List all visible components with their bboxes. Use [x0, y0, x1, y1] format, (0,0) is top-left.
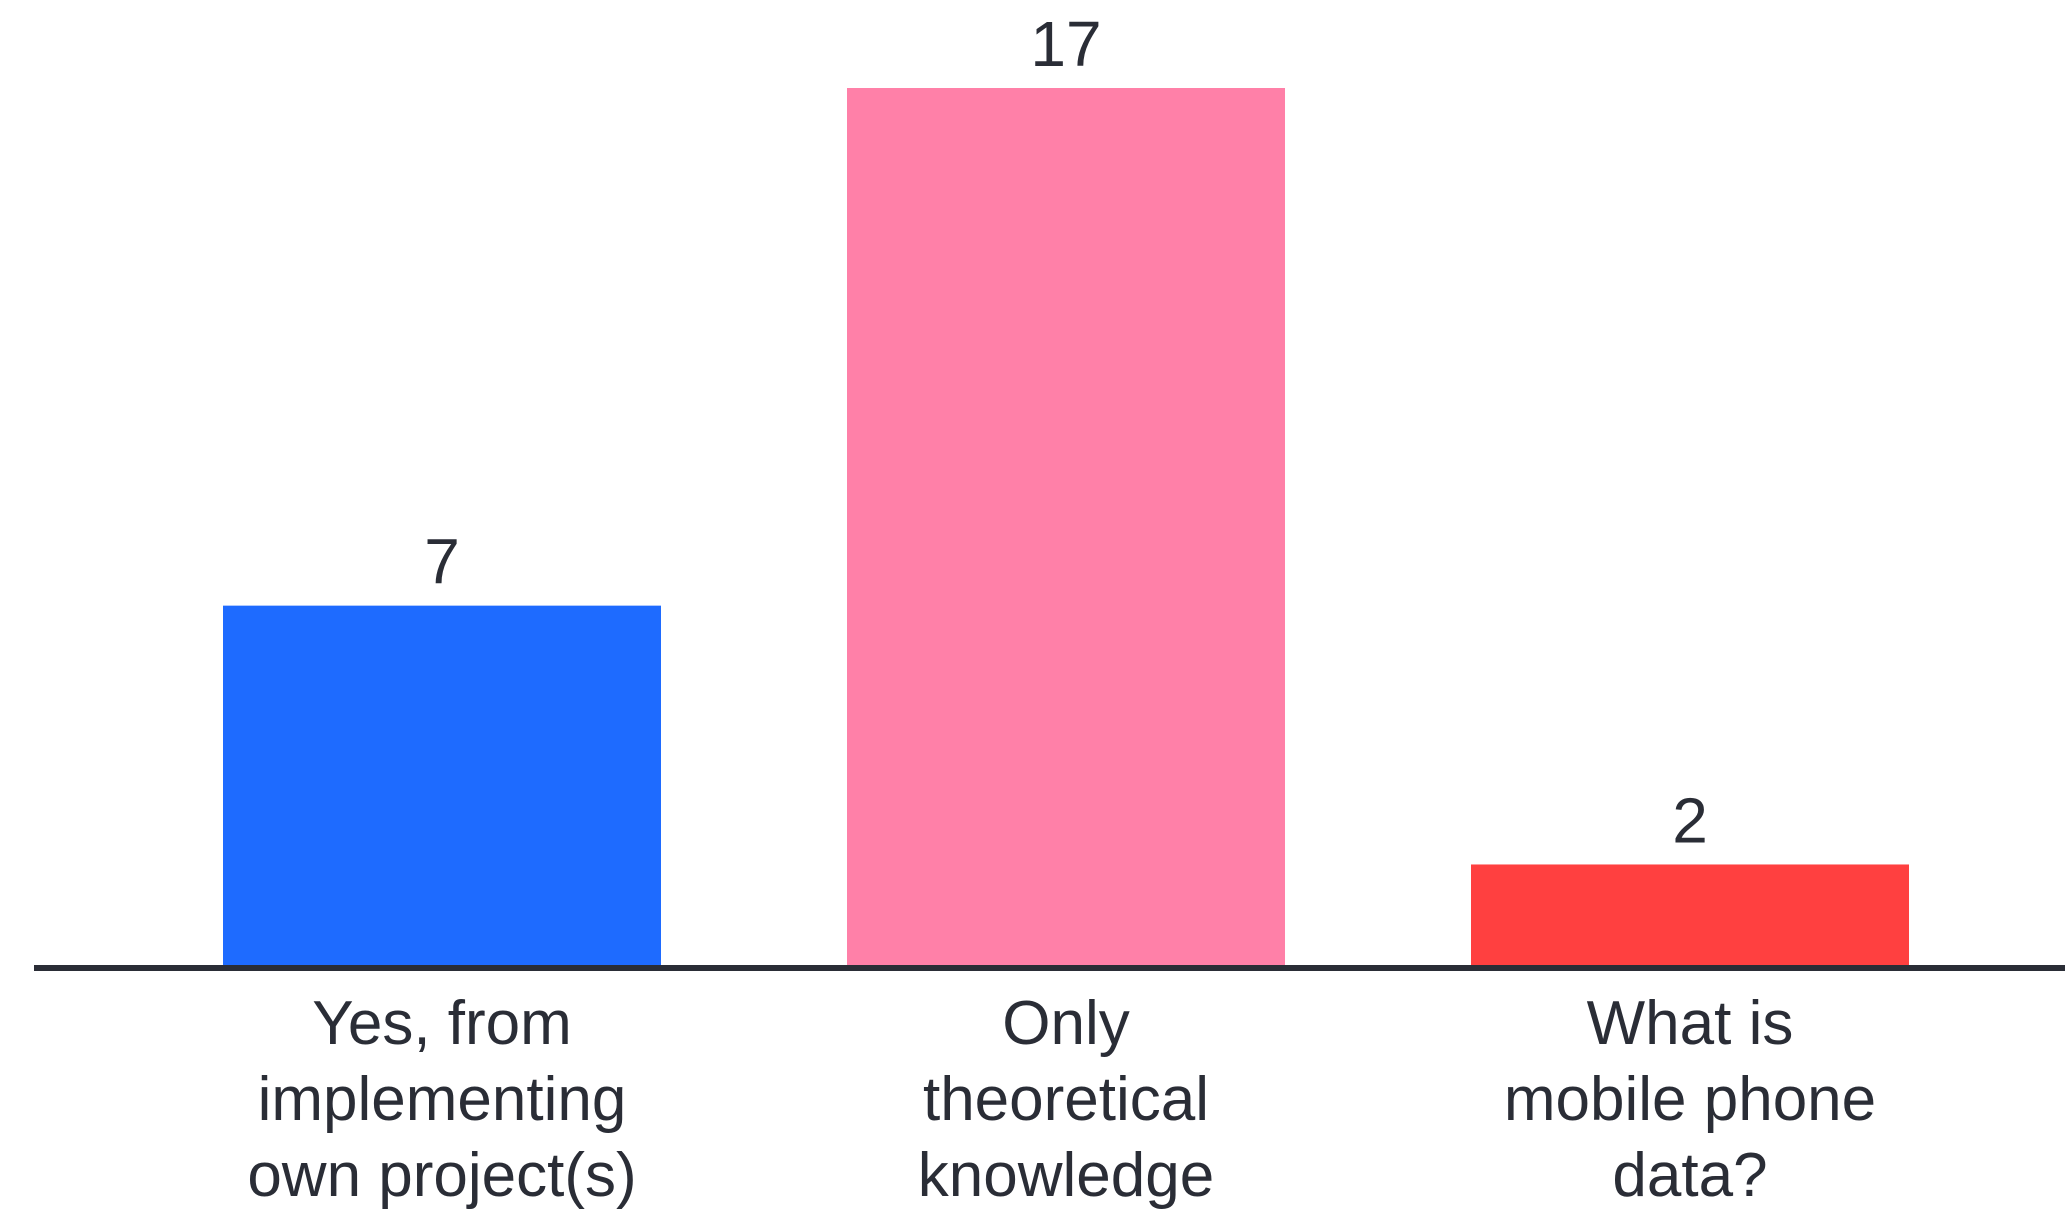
bars-group	[223, 88, 1909, 968]
x-tick-label: data?	[1612, 1141, 1767, 1210]
bar-value-label: 7	[424, 526, 460, 598]
x-tick-label: Only	[1002, 989, 1129, 1058]
x-tick-label: own project(s)	[247, 1141, 636, 1210]
tick-labels-group: Yes, from implementing own project(s) Only t…	[247, 989, 1876, 1210]
x-tick-label: What is	[1587, 989, 1794, 1058]
bar-3	[1471, 864, 1909, 968]
bar-value-label: 2	[1672, 784, 1708, 856]
x-tick-label: theoretical	[923, 1065, 1209, 1134]
bar-1	[223, 605, 661, 968]
x-tick-label: knowledge	[918, 1141, 1214, 1210]
x-tick-label: implementing	[258, 1065, 627, 1134]
x-tick-label: Yes, from	[312, 989, 572, 1058]
bar-2	[847, 88, 1285, 968]
bar-value-label: 17	[1030, 8, 1101, 80]
value-labels-group: 7 17 2	[424, 8, 1708, 856]
x-tick-label: mobile phone	[1504, 1065, 1876, 1134]
